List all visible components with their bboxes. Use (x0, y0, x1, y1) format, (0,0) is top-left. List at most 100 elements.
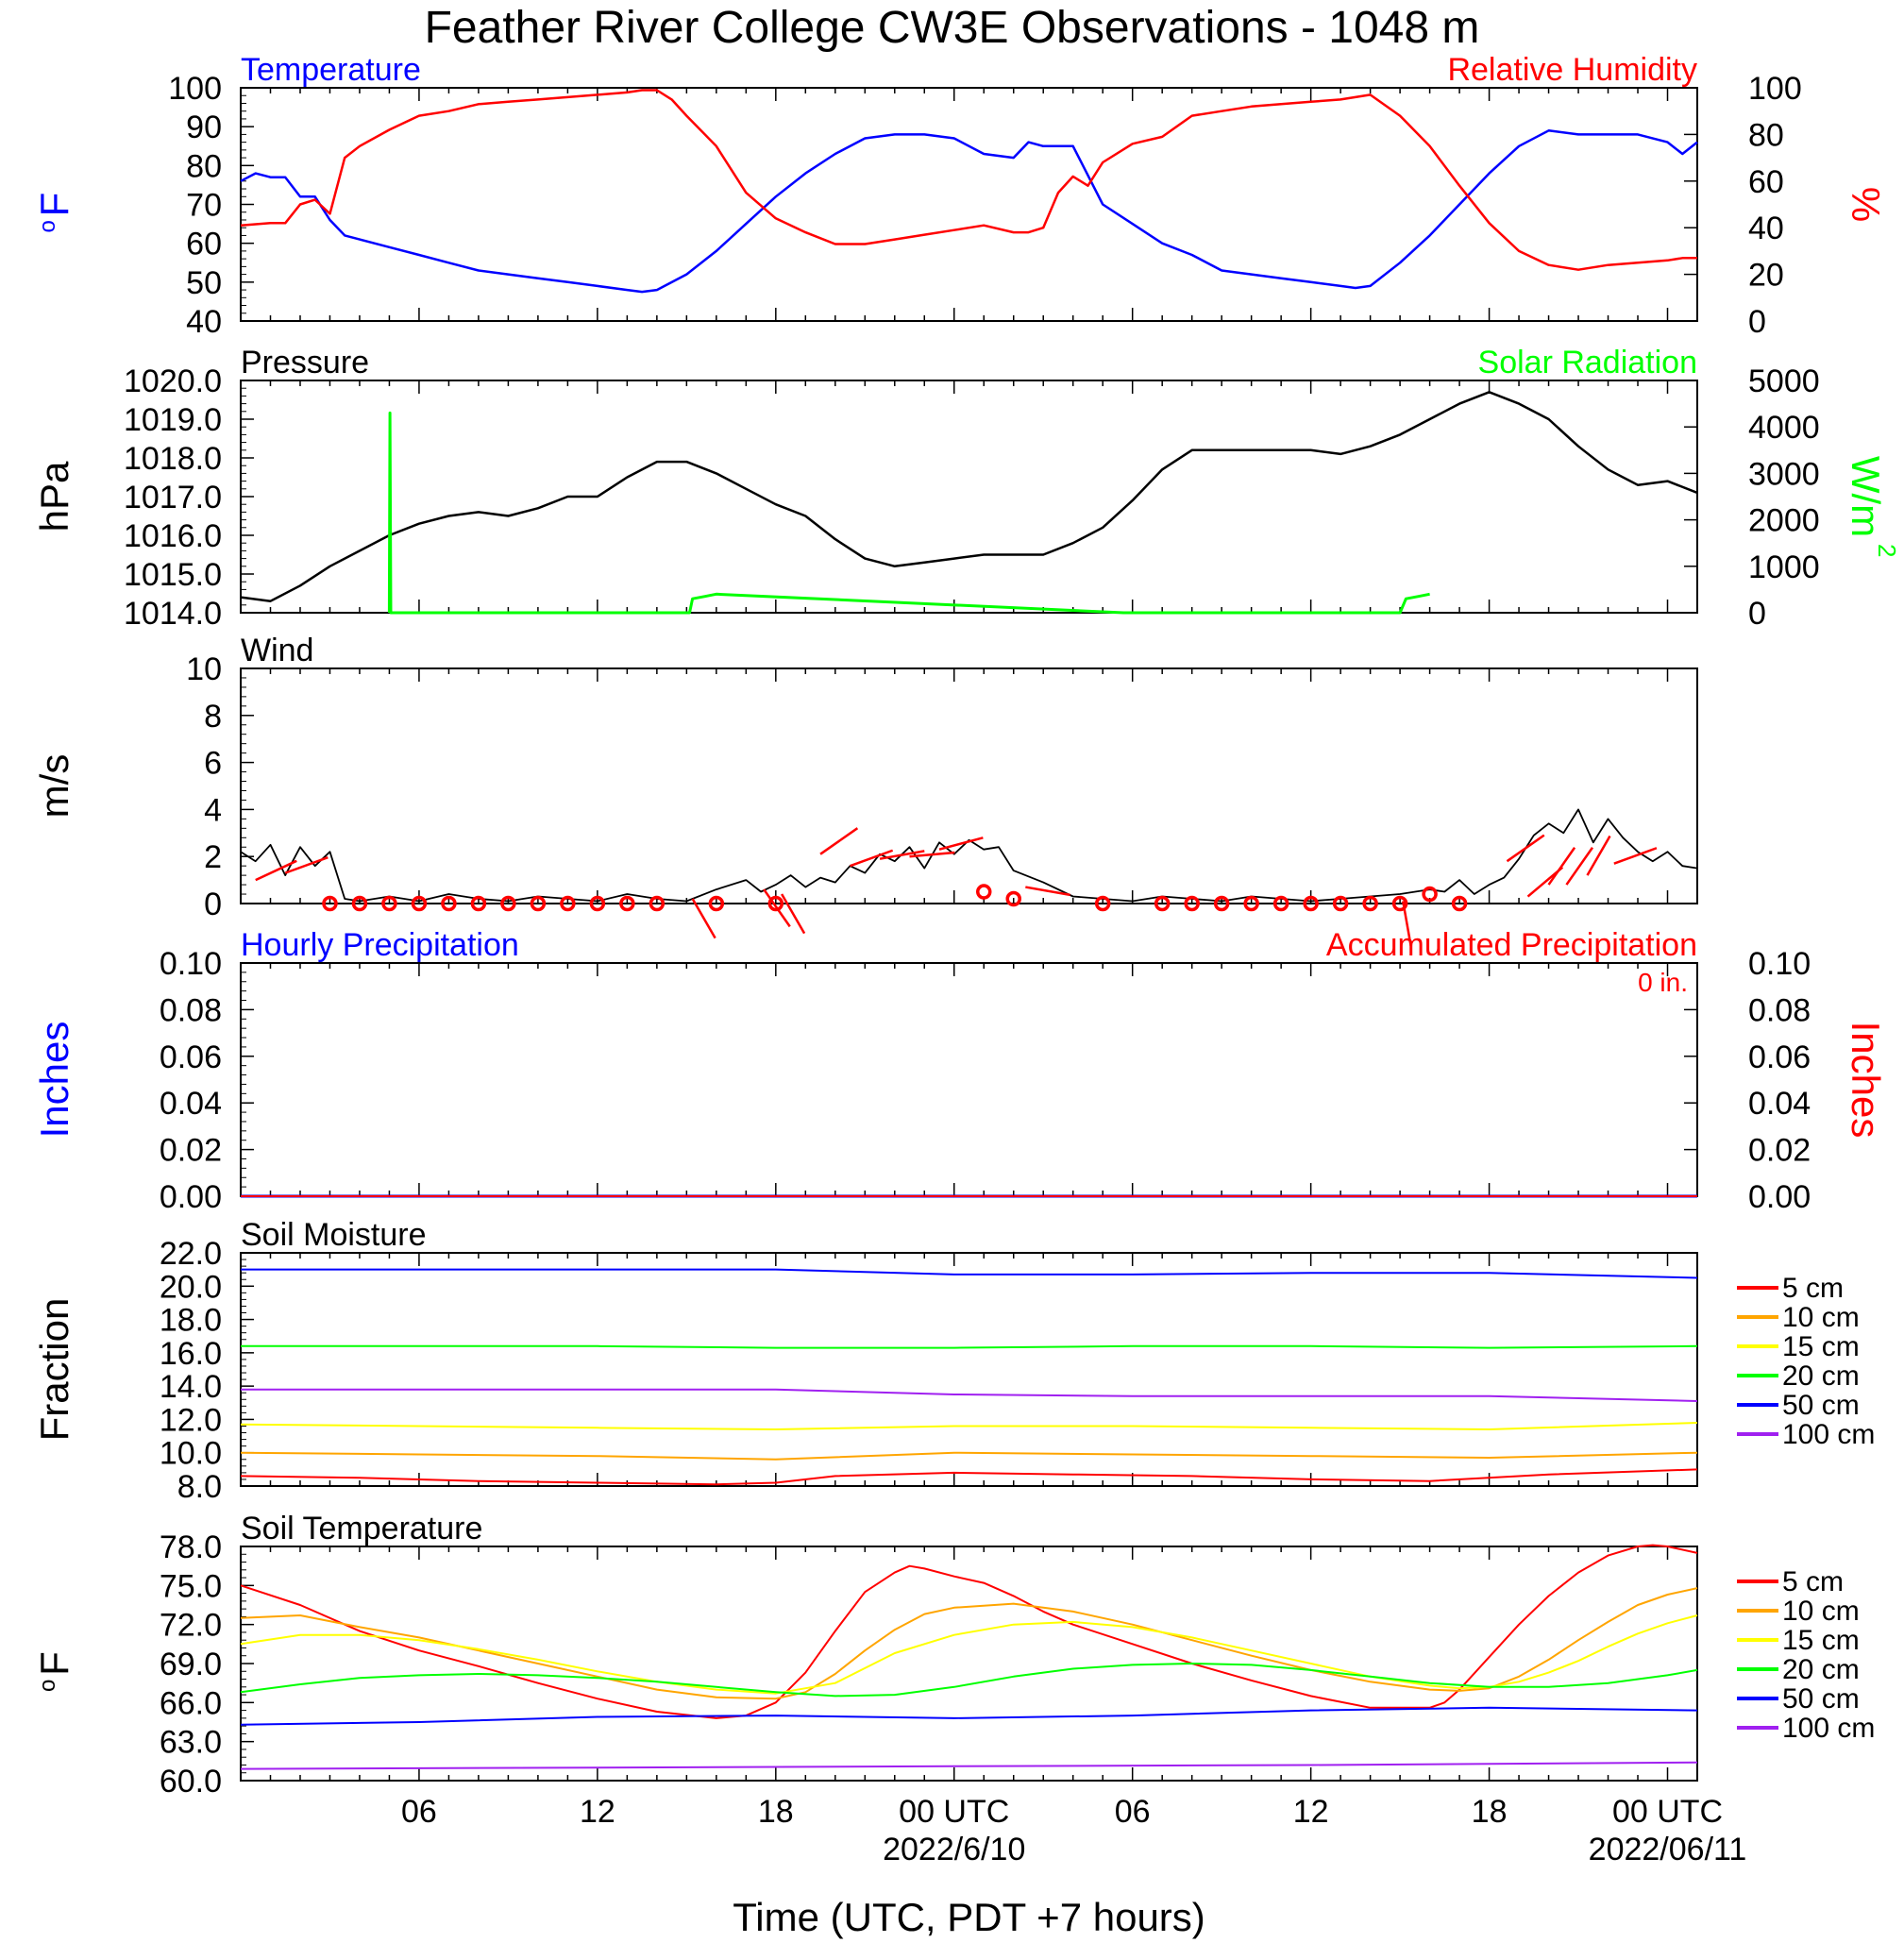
y-tick-label: 0.04 (160, 1086, 222, 1122)
calm-wind-marker (708, 895, 725, 912)
solar-title: Solar Radiation (1478, 345, 1697, 380)
wind-barb (1613, 847, 1658, 865)
solar-axis-label: W/m (1844, 456, 1888, 537)
wind-barb (1025, 886, 1070, 897)
calm-wind-marker (470, 895, 487, 912)
soil-temperature-line (240, 1544, 1698, 1719)
y-right-tick-label: 40 (1748, 211, 1784, 246)
wind-barb (781, 893, 806, 935)
accum-precip-right-axis-label: Inches (1844, 1022, 1888, 1139)
y-tick-label: 60 (186, 227, 222, 262)
y-right-tick-label: 0.08 (1748, 992, 1811, 1028)
x-tick-label: 18 (1472, 1794, 1508, 1830)
calm-wind-marker (530, 895, 547, 912)
calm-wind-marker (1094, 895, 1111, 912)
y-tick-label: 6 (204, 746, 222, 782)
y-right-tick-label: 0.06 (1748, 1039, 1811, 1075)
calm-wind-marker (411, 895, 428, 912)
calm-wind-marker (1243, 895, 1259, 912)
calm-wind-marker (1362, 895, 1378, 912)
y-tick-label: 78.0 (160, 1529, 222, 1565)
panel-frame (240, 1252, 1698, 1487)
soil-temperature-legend-label: 15 cm (1782, 1625, 1860, 1656)
soil-moisture-left-axis-label: Fraction (32, 1298, 76, 1442)
temperature-axis-label: F (32, 193, 76, 217)
y-tick-label: 50 (186, 265, 222, 301)
soil-temperature-legend-label: 20 cm (1782, 1654, 1860, 1685)
y-right-tick-label: 0 (1748, 304, 1766, 340)
y-tick-label: 0.06 (160, 1039, 222, 1075)
x-tick-label: 18 (758, 1794, 794, 1830)
wind-barb (1402, 901, 1412, 946)
calm-wind-marker (1154, 895, 1171, 912)
y-tick-label: 69.0 (160, 1647, 222, 1682)
y-tick-label: 1017.0 (124, 480, 222, 515)
panel-frame (240, 962, 1698, 1197)
wind-barb (691, 898, 716, 939)
calm-wind-marker (589, 895, 606, 912)
y-right-tick-label: 80 (1748, 117, 1784, 153)
y-tick-label: 2 (204, 839, 222, 875)
soil-moisture-legend-label: 20 cm (1782, 1360, 1860, 1392)
panel-frame (240, 1546, 1698, 1782)
y-right-tick-label: 60 (1748, 164, 1784, 200)
y-tick-label: 4 (204, 792, 222, 828)
calm-wind-marker (500, 895, 516, 912)
x-tick-label: 00 UTC (1612, 1794, 1723, 1830)
y-tick-label: 72.0 (160, 1608, 222, 1644)
soil-moisture-legend-label: 5 cm (1782, 1273, 1844, 1304)
y-tick-label: 0 (204, 887, 222, 922)
wind-title: Wind (241, 633, 313, 668)
y-right-tick-label: 1000 (1748, 549, 1820, 585)
temperature-line (240, 129, 1698, 294)
figure-title: Feather River College CW3E Observations … (424, 3, 1480, 53)
date-label: 2022/06/11 (1589, 1832, 1747, 1867)
calm-wind-marker (322, 895, 338, 912)
panel-frame (240, 380, 1698, 614)
y-tick-label: 16.0 (160, 1336, 222, 1372)
y-tick-label: 18.0 (160, 1303, 222, 1339)
y-tick-label: 10.0 (160, 1436, 222, 1472)
wind-barb (938, 836, 984, 851)
y-right-tick-label: 5000 (1748, 363, 1820, 399)
solar-axis-exponent: 2 (1873, 544, 1901, 557)
soil-temperature-line (240, 1761, 1698, 1770)
degree-symbol: o (35, 220, 60, 232)
x-tick-label: 12 (580, 1794, 615, 1830)
hourly-precip-left-axis-label: Inches (32, 1022, 76, 1139)
y-tick-label: 0.10 (160, 946, 222, 982)
y-tick-label: 63.0 (160, 1725, 222, 1761)
y-tick-label: 1019.0 (124, 402, 222, 438)
y-tick-label: 66.0 (160, 1685, 222, 1721)
y-tick-label: 1016.0 (124, 518, 222, 554)
y-tick-label: 12.0 (160, 1402, 222, 1438)
humidity-axis-label: % (1844, 187, 1888, 222)
y-tick-label: 8.0 (177, 1469, 222, 1505)
x-tick-label: 06 (401, 1794, 437, 1830)
humidity-title: Relative Humidity (1447, 52, 1697, 88)
wind-barb (763, 888, 791, 928)
x-axis-label: Time (UTC, PDT +7 hours) (733, 1895, 1205, 1939)
y-right-tick-label: 0.02 (1748, 1133, 1811, 1169)
calm-wind-marker (1451, 895, 1468, 912)
soil-temperature-line (240, 1587, 1698, 1700)
calm-wind-marker (1272, 895, 1289, 912)
calm-wind-marker (975, 884, 992, 900)
y-tick-label: 80 (186, 148, 222, 184)
soil-moisture-line (241, 1268, 1698, 1279)
hourly-precip-title: Hourly Precipitation (241, 927, 519, 963)
pressure-line (240, 391, 1698, 602)
soil-temperature-legend-label: 100 cm (1782, 1713, 1875, 1744)
y-right-tick-label: 0.00 (1748, 1179, 1811, 1215)
y-tick-label: 60.0 (160, 1764, 222, 1799)
y-tick-label: 100 (168, 71, 222, 107)
calm-wind-marker (1422, 886, 1438, 903)
wind-barb (1586, 835, 1611, 876)
calm-wind-marker (381, 895, 397, 912)
humidity-line (240, 89, 1697, 271)
y-tick-label: 1015.0 (124, 557, 222, 593)
calm-wind-marker (1005, 890, 1021, 907)
soil-moisture-legend-label: 50 cm (1782, 1390, 1860, 1421)
panel-frame (240, 87, 1698, 322)
